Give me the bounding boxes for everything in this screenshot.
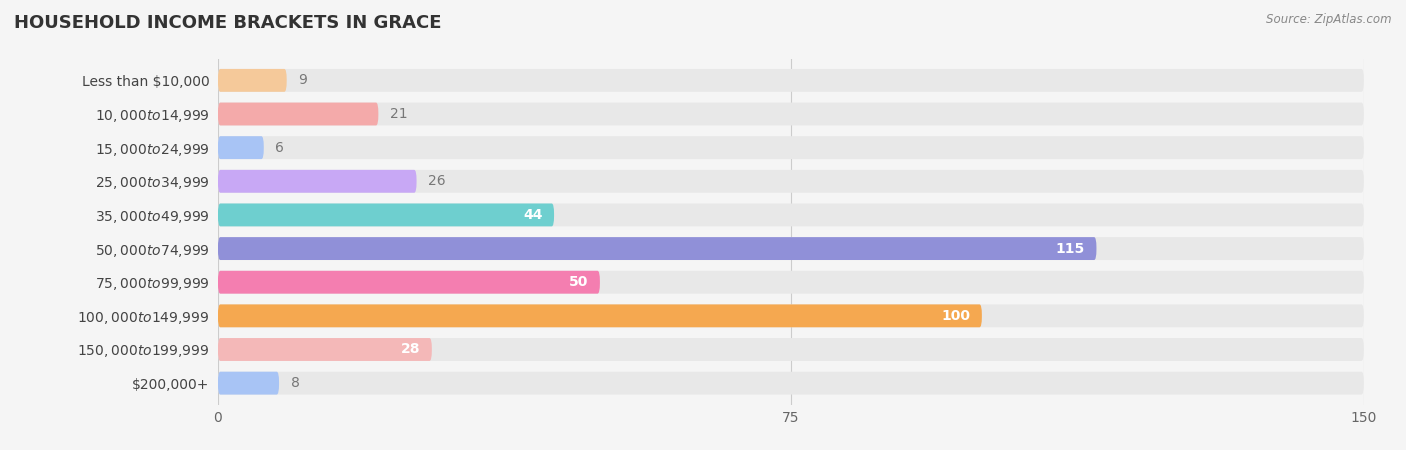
FancyBboxPatch shape (218, 271, 600, 294)
FancyBboxPatch shape (218, 237, 1097, 260)
FancyBboxPatch shape (218, 103, 378, 126)
Text: 28: 28 (401, 342, 420, 356)
FancyBboxPatch shape (218, 338, 432, 361)
FancyBboxPatch shape (218, 304, 981, 327)
Text: 6: 6 (276, 141, 284, 155)
FancyBboxPatch shape (218, 271, 1364, 294)
FancyBboxPatch shape (218, 237, 1364, 260)
Text: 9: 9 (298, 73, 307, 87)
Text: 100: 100 (942, 309, 970, 323)
Text: 21: 21 (389, 107, 408, 121)
Text: 8: 8 (291, 376, 299, 390)
Text: HOUSEHOLD INCOME BRACKETS IN GRACE: HOUSEHOLD INCOME BRACKETS IN GRACE (14, 14, 441, 32)
FancyBboxPatch shape (218, 170, 1364, 193)
FancyBboxPatch shape (218, 136, 264, 159)
FancyBboxPatch shape (218, 103, 1364, 126)
FancyBboxPatch shape (218, 372, 278, 395)
FancyBboxPatch shape (218, 203, 1364, 226)
Text: 50: 50 (569, 275, 589, 289)
Text: Source: ZipAtlas.com: Source: ZipAtlas.com (1267, 14, 1392, 27)
FancyBboxPatch shape (218, 69, 1364, 92)
Text: 115: 115 (1056, 242, 1085, 256)
FancyBboxPatch shape (218, 304, 1364, 327)
FancyBboxPatch shape (218, 136, 1364, 159)
Text: 44: 44 (523, 208, 543, 222)
FancyBboxPatch shape (218, 372, 1364, 395)
FancyBboxPatch shape (218, 203, 554, 226)
FancyBboxPatch shape (218, 338, 1364, 361)
Text: 26: 26 (427, 174, 446, 188)
FancyBboxPatch shape (218, 69, 287, 92)
FancyBboxPatch shape (218, 170, 416, 193)
